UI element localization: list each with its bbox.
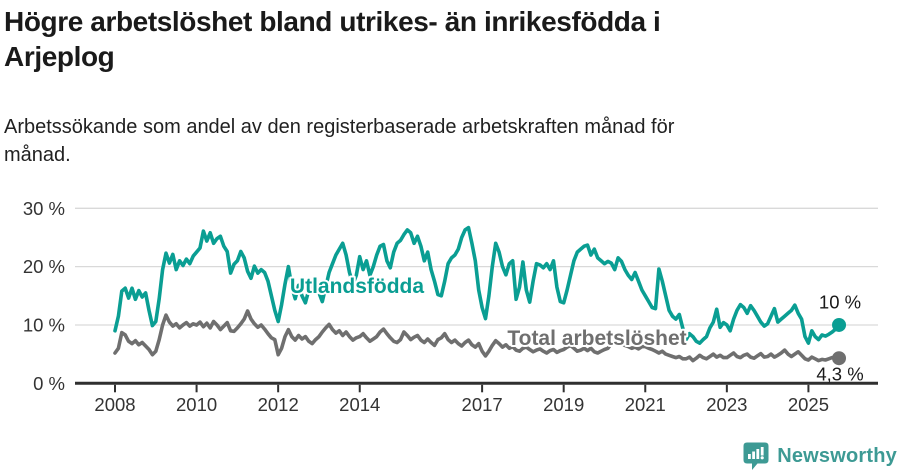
series-end-dot-1	[832, 351, 847, 366]
x-axis-label-2023: 2023	[706, 394, 747, 415]
x-axis-label-2025: 2025	[788, 394, 829, 415]
series-name-label-0: Utlandsfödda	[290, 275, 424, 298]
series-line-utlandsf-dda	[113, 225, 841, 345]
series-name-label-1: Total arbetslöshet	[507, 327, 686, 350]
x-axis-label-2008: 2008	[94, 394, 135, 415]
end-value-label-1: 4,3 %	[816, 364, 863, 385]
y-axis-label-30: 30 %	[23, 198, 65, 219]
x-axis-label-2019: 2019	[543, 394, 584, 415]
chart-subtitle: Arbetssökande som andel av den registerb…	[4, 116, 675, 166]
y-axis-label-0: 0 %	[33, 373, 65, 394]
series-end-dot-0	[832, 317, 847, 332]
y-axis-label-20: 20 %	[23, 256, 65, 277]
x-axis-label-2017: 2017	[462, 394, 503, 415]
x-axis-label-2010: 2010	[176, 394, 217, 415]
y-axis-label-10: 10 %	[23, 314, 65, 335]
x-axis-label-2014: 2014	[339, 394, 380, 415]
series-line-total-arbetsl-shet	[113, 309, 841, 363]
newsworthy-attribution[interactable]: Newsworthy	[743, 442, 897, 471]
x-axis-label-2021: 2021	[625, 394, 666, 415]
newsworthy-logo-text: Newsworthy	[777, 445, 897, 467]
chart-title: Högre arbetslöshet bland utrikes- än inr…	[4, 6, 661, 72]
end-value-label-0: 10 %	[819, 291, 861, 312]
newsworthy-logo-icon	[743, 442, 769, 470]
x-axis-label-2012: 2012	[258, 394, 299, 415]
